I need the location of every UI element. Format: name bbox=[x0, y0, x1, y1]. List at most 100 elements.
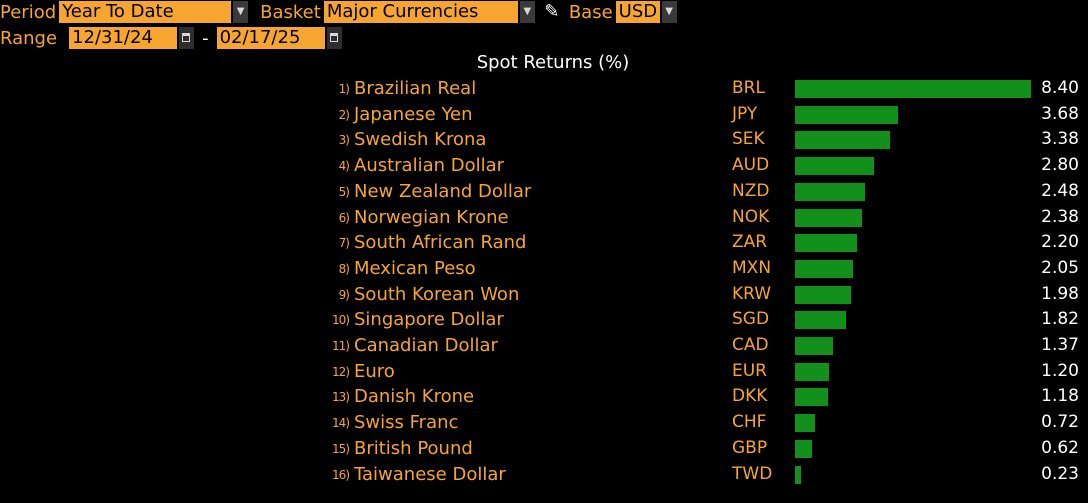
return-value: 2.38 bbox=[1041, 206, 1079, 227]
rank-label: 15) bbox=[332, 441, 350, 456]
period-label: Period bbox=[0, 1, 57, 23]
currency-name: Danish Krone bbox=[354, 386, 475, 408]
return-bar bbox=[795, 157, 874, 176]
return-bar bbox=[795, 105, 899, 124]
currency-code: CAD bbox=[732, 335, 769, 355]
basket-select[interactable]: Major Currencies bbox=[323, 1, 518, 23]
currency-name: Canadian Dollar bbox=[354, 335, 498, 356]
base-label: Base bbox=[568, 1, 613, 23]
period-chevron-down-icon[interactable]: ▼ bbox=[233, 1, 249, 23]
table-row[interactable]: 9) South Korean Won KRW 1.98 bbox=[0, 282, 1088, 308]
currency-code: KRW bbox=[732, 283, 772, 304]
rank-label: 16) bbox=[332, 467, 350, 482]
currency-name: South African Rand bbox=[354, 232, 527, 254]
rank-label: 3) bbox=[338, 133, 350, 148]
base-select[interactable]: USD bbox=[615, 1, 660, 23]
return-bar bbox=[795, 259, 853, 278]
table-row[interactable]: 7) South African Rand ZAR 2.20 bbox=[0, 230, 1088, 256]
table-row[interactable]: 14) Swiss Franc CHF 0.72 bbox=[0, 410, 1088, 436]
return-bar bbox=[795, 285, 851, 304]
currency-code: AUD bbox=[732, 155, 770, 176]
rank-label: 13) bbox=[332, 390, 350, 405]
rank-label: 7) bbox=[338, 236, 350, 251]
return-value: 2.20 bbox=[1041, 232, 1079, 253]
controls-row-top: Period Year To Date ▼ Basket Major Curre… bbox=[0, 0, 677, 24]
return-value: 2.80 bbox=[1041, 155, 1079, 176]
rank-label: 5) bbox=[338, 184, 350, 199]
return-bar bbox=[795, 465, 802, 484]
currency-code: NZD bbox=[732, 180, 770, 201]
return-value: 0.23 bbox=[1041, 463, 1079, 484]
table-row[interactable]: 11) Canadian Dollar CAD 1.37 bbox=[0, 333, 1088, 359]
return-bar bbox=[795, 337, 834, 355]
return-bar bbox=[795, 208, 862, 227]
currency-code: TWD bbox=[732, 463, 773, 484]
currency-name: South Korean Won bbox=[354, 283, 520, 305]
table-row[interactable]: 15) British Pound GBP 0.62 bbox=[0, 436, 1088, 462]
rank-label: 9) bbox=[338, 287, 350, 302]
table-row[interactable]: 3) Swedish Krona SEK 3.38 bbox=[0, 127, 1088, 153]
rank-label: 11) bbox=[332, 339, 350, 353]
currency-name: Australian Dollar bbox=[354, 155, 505, 177]
currency-code: MXN bbox=[732, 257, 772, 278]
return-value: 0.72 bbox=[1041, 412, 1079, 433]
return-bar bbox=[795, 311, 847, 330]
basket-chevron-down-icon[interactable]: ▼ bbox=[519, 1, 535, 23]
currency-code: SGD bbox=[732, 309, 770, 330]
return-bar bbox=[795, 234, 857, 253]
return-bar bbox=[795, 439, 813, 458]
chart-title: Spot Returns (%) bbox=[476, 52, 630, 73]
return-value: 1.37 bbox=[1041, 335, 1079, 355]
table-row[interactable]: 1) Brazilian Real BRL 8.40 bbox=[0, 76, 1088, 102]
pencil-icon[interactable]: ✎ bbox=[544, 1, 560, 22]
currency-code: BRL bbox=[732, 78, 765, 98]
currency-code: ZAR bbox=[732, 232, 768, 253]
table-row[interactable]: 2) Japanese Yen JPY 3.68 bbox=[0, 102, 1088, 128]
rank-label: 14) bbox=[332, 416, 350, 431]
rank-label: 1) bbox=[338, 82, 350, 96]
currency-code: CHF bbox=[732, 412, 767, 433]
return-value: 1.98 bbox=[1041, 283, 1079, 304]
currency-name: Swedish Krona bbox=[354, 129, 487, 151]
return-value: 1.18 bbox=[1041, 386, 1079, 407]
table-row[interactable]: 6) Norwegian Krone NOK 2.38 bbox=[0, 205, 1088, 231]
table-row[interactable]: 10) Singapore Dollar SGD 1.82 bbox=[0, 307, 1088, 333]
return-value: 0.62 bbox=[1041, 437, 1079, 458]
return-bar bbox=[795, 80, 1031, 98]
currency-code: EUR bbox=[732, 360, 767, 381]
currency-name: Taiwanese Dollar bbox=[354, 463, 506, 485]
period-select[interactable]: Year To Date bbox=[59, 1, 232, 23]
currency-name: Japanese Yen bbox=[354, 103, 473, 125]
table-row[interactable]: 12) Euro EUR 1.20 bbox=[0, 359, 1088, 385]
return-bar bbox=[795, 388, 829, 407]
return-bar bbox=[795, 414, 816, 433]
range-start-calendar-icon[interactable] bbox=[179, 27, 195, 49]
base-chevron-down-icon[interactable]: ▼ bbox=[661, 1, 677, 23]
currency-code: JPY bbox=[732, 103, 758, 124]
range-label: Range bbox=[0, 27, 58, 49]
range-separator: - bbox=[202, 27, 209, 49]
table-row[interactable]: 16) Taiwanese Dollar TWD 0.23 bbox=[0, 462, 1088, 488]
range-end-input[interactable]: 02/17/25 bbox=[216, 27, 325, 49]
rank-label: 4) bbox=[338, 159, 350, 174]
currency-code: DKK bbox=[732, 386, 768, 407]
currency-name: Euro bbox=[354, 360, 395, 382]
currency-code: SEK bbox=[732, 129, 765, 150]
table-row[interactable]: 8) Mexican Peso MXN 2.05 bbox=[0, 256, 1088, 282]
return-value: 8.40 bbox=[1041, 78, 1079, 98]
currency-name: Swiss Franc bbox=[354, 412, 459, 434]
return-value: 2.05 bbox=[1041, 257, 1079, 278]
table-row[interactable]: 13) Danish Krone DKK 1.18 bbox=[0, 384, 1088, 410]
return-value: 1.20 bbox=[1041, 360, 1079, 381]
rank-label: 8) bbox=[338, 261, 350, 276]
range-end-calendar-icon[interactable] bbox=[326, 27, 342, 49]
return-bar bbox=[795, 182, 865, 201]
currency-code: GBP bbox=[732, 437, 768, 458]
currency-name: Singapore Dollar bbox=[354, 309, 504, 331]
currency-name: New Zealand Dollar bbox=[354, 180, 532, 202]
table-row[interactable]: 4) Australian Dollar AUD 2.80 bbox=[0, 153, 1088, 179]
return-bar bbox=[795, 131, 890, 150]
basket-label: Basket bbox=[260, 1, 321, 23]
table-row[interactable]: 5) New Zealand Dollar NZD 2.48 bbox=[0, 179, 1088, 205]
range-start-input[interactable]: 12/31/24 bbox=[69, 27, 178, 49]
